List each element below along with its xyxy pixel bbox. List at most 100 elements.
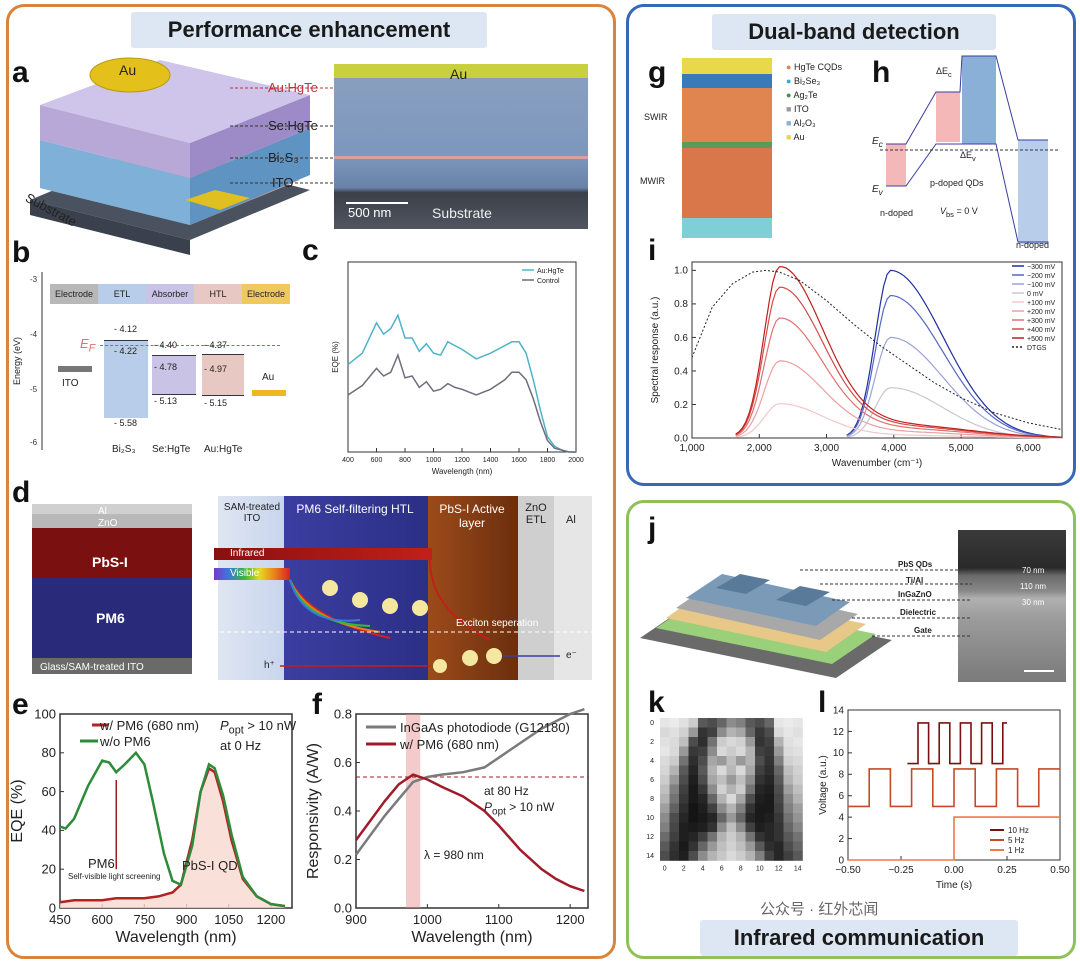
au-level-label: Au (262, 372, 275, 383)
panel-j-leader-lines (800, 569, 972, 637)
header-absorber: Absorber (146, 284, 194, 304)
y-tick-label: 14 (646, 853, 654, 860)
y-tick-label: 8 (650, 796, 654, 803)
series-line-auhgte (347, 313, 576, 453)
series-line-ingaasphotodiodeg12180 (354, 708, 585, 856)
heatmap-cell (698, 746, 708, 757)
heatmap-cell (717, 756, 727, 766)
dual-band-section-frame (626, 4, 1076, 486)
bi2s3-band-block (104, 340, 148, 418)
y-tick-label: 4 (650, 758, 654, 765)
heatmap-cell (717, 832, 727, 842)
heatmap-cell (764, 822, 775, 833)
heatmap-cell (745, 794, 756, 804)
y-tick-label: 0.8 (674, 299, 688, 310)
heatmap-cell (698, 737, 708, 747)
heatmap-cell (774, 765, 784, 776)
heatmap-cell (783, 784, 794, 795)
h-label-n-doped-left: n-doped (880, 208, 914, 218)
heatmap-cell (755, 756, 765, 766)
heatmap-cell (755, 794, 765, 804)
x-tick-label: 3,000 (814, 443, 839, 454)
section-title-dual-band: Dual-band detection (712, 14, 996, 50)
heatmap-cell (793, 813, 803, 823)
y-tick-label: 80 (42, 745, 56, 760)
heatmap-cell (793, 756, 803, 766)
legend-label: Au:HgTe (537, 268, 564, 275)
sem-label-substrate: Substrate (432, 205, 492, 221)
heatmap-cell (707, 756, 718, 766)
y-tick-label: 14 (833, 705, 845, 716)
heatmap-cell (688, 822, 699, 833)
series-line (846, 294, 1063, 438)
heatmap-cell (793, 851, 803, 861)
heatmap-cell (764, 841, 775, 852)
heatmap-cell (688, 765, 699, 776)
g-legend-bi2se3: ● Bi₂Se₃ (786, 76, 866, 90)
heatmap-cell (764, 765, 775, 776)
chart-f-responsivity: 900 1000 1100 1200 0.0 0.2 0.4 0.6 0.8 Wavelength… (305, 706, 589, 946)
y-tick-label: 1.0 (674, 266, 688, 277)
heatmap-cell (717, 813, 727, 823)
legend-label: +400 mV (1027, 327, 1056, 334)
x-tick-label: 1200 (454, 457, 470, 464)
h-label-vbs: Vbs = 0 V (940, 206, 978, 219)
label-visible: Visible (230, 568, 260, 579)
f-popt-label: Popt > 10 nW (484, 800, 554, 817)
f-lambda-label: λ = 980 nm (424, 848, 484, 862)
chart-e-eqe: 450 600 750 900 1050 1200 0 20 40 60 80 100 Waveleng… (9, 706, 293, 946)
series-line-10hz (907, 722, 1007, 765)
heatmap-cell (793, 822, 803, 833)
heatmap-cell (679, 851, 689, 861)
heatmap-cell (783, 737, 794, 747)
area-fill-with-pm6 (60, 768, 285, 908)
heatmap-cell (764, 803, 775, 814)
heatmap-cell (726, 822, 737, 833)
y-tick-label: 40 (42, 823, 56, 838)
heatmap-cell (745, 784, 756, 795)
heatmap-cell (774, 794, 784, 804)
header-electrode-left: Electrode (50, 284, 98, 304)
heatmap-cell (783, 794, 794, 804)
heatmap-cell (698, 841, 708, 852)
g-legend-hgte-text: HgTe CQDs (793, 62, 842, 72)
heatmap-cell (783, 822, 794, 833)
f-legend-with-pm6: w/ PM6 (680 nm) (400, 737, 499, 752)
heatmap-cell (774, 746, 784, 757)
heatmap-cell (726, 784, 737, 795)
y-tick-label: 0 (650, 720, 654, 727)
fermi-label-main: E (80, 336, 89, 351)
infrared-comm-section-frame (626, 500, 1076, 959)
heatmap-cell (783, 718, 794, 728)
x-tick-label: 1000 (413, 912, 442, 927)
g-legend-au-text: Au (793, 132, 805, 142)
heatmap-cell (745, 841, 756, 852)
x-tick-label: 600 (91, 912, 113, 927)
h-label-ev: Ev (872, 184, 883, 197)
heatmap-cell (774, 813, 784, 823)
ito-level-bar (58, 366, 92, 372)
heatmap-cell (755, 737, 765, 747)
stack-layer-pm6: PM6 (96, 610, 125, 626)
heatmap-cell (688, 851, 699, 861)
heatmap-cell (745, 756, 756, 766)
panel-b-ytick: -6 (30, 438, 38, 447)
x-tick-label: −0.50 (835, 865, 861, 876)
visible-beam (214, 568, 290, 580)
series-line (846, 269, 1063, 438)
x-tick-label: 600 (371, 457, 383, 464)
e-legend-without-pm6: w/o PM6 (100, 734, 151, 749)
material-bi2s3: Bi₂S₃ (112, 444, 136, 455)
heatmap-cell (669, 822, 680, 833)
label-exciton-separation: Exciton seperation (456, 618, 539, 629)
heatmap-cell (774, 727, 784, 738)
heatmap-cell (745, 718, 756, 728)
g-legend-bi2se3-swatch: ● (786, 76, 792, 86)
heatmap-cell (660, 727, 670, 738)
heatmap-cell (755, 746, 765, 757)
heatmap-cell (736, 775, 746, 785)
band-title-al: Al (566, 514, 576, 526)
h-vbs-main: V (940, 206, 947, 216)
heatmap-cell (717, 841, 727, 852)
header-etl: ETL (98, 284, 146, 304)
